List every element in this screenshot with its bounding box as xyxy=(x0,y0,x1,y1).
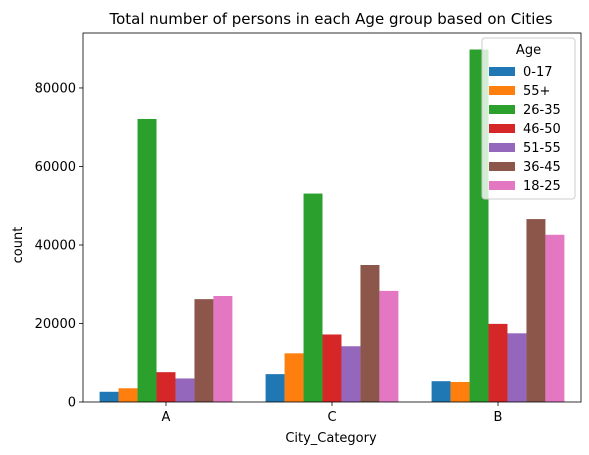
bar-A-0-17 xyxy=(99,391,119,402)
y-tick-label: 80000 xyxy=(35,81,76,96)
legend-swatch-46-50 xyxy=(489,124,515,133)
x-tick-label: C xyxy=(327,410,336,425)
y-tick-label: 20000 xyxy=(35,317,76,332)
bar-C-51-55 xyxy=(341,346,361,402)
legend-entry-46-50: 46-50 xyxy=(523,122,561,137)
x-tick-label: B xyxy=(494,410,503,425)
y-tick-label: 0 xyxy=(68,396,76,411)
bar-A-51-55 xyxy=(175,378,195,402)
y-tick-label: 60000 xyxy=(35,160,76,175)
bar-C-0-17 xyxy=(265,374,285,402)
legend-entry-55+: 55+ xyxy=(523,84,550,99)
legend-title: Age xyxy=(516,43,541,58)
legend-swatch-26-35 xyxy=(489,105,515,114)
bar-B-0-17 xyxy=(431,381,451,402)
y-axis-label: count xyxy=(11,227,26,264)
legend-swatch-55+ xyxy=(489,86,515,95)
legend: Age 0-17 55+ 26-35 46-50 51-55 36-45 18-25 xyxy=(481,37,576,200)
bar-A-55+ xyxy=(118,388,138,402)
legend-entry-36-45: 36-45 xyxy=(523,160,561,175)
legend-entry-0-17: 0-17 xyxy=(523,65,553,80)
x-axis-label: City_Category xyxy=(285,431,377,446)
y-tick-label: 40000 xyxy=(35,238,76,253)
bar-C-55+ xyxy=(284,353,304,402)
bars-group xyxy=(99,49,565,403)
bar-B-51-55 xyxy=(507,333,527,402)
x-tick-label: A xyxy=(162,410,171,425)
bar-A-46-50 xyxy=(156,372,176,402)
bar-B-18-25 xyxy=(545,234,565,402)
bar-B-46-50 xyxy=(488,323,508,402)
legend-swatch-51-55 xyxy=(489,143,515,152)
chart-title: Total number of persons in each Age grou… xyxy=(108,10,552,28)
bar-A-36-45 xyxy=(194,299,214,402)
legend-entry-26-35: 26-35 xyxy=(523,103,561,118)
bar-B-55+ xyxy=(450,381,470,402)
legend-box xyxy=(481,37,576,200)
legend-swatch-36-45 xyxy=(489,162,515,171)
legend-entry-51-55: 51-55 xyxy=(523,141,561,156)
bar-C-18-25 xyxy=(379,290,399,402)
legend-entry-18-25: 18-25 xyxy=(523,179,561,194)
bar-C-46-50 xyxy=(322,334,342,402)
bar-A-18-25 xyxy=(213,296,233,402)
legend-swatch-0-17 xyxy=(489,67,515,76)
bar-A-26-35 xyxy=(137,118,157,402)
legend-swatch-18-25 xyxy=(489,181,515,190)
axes-group: 0 20000 40000 60000 80000 A C B xyxy=(35,32,582,425)
bar-B-36-45 xyxy=(526,219,546,402)
bar-C-36-45 xyxy=(360,265,380,402)
bar-C-26-35 xyxy=(303,193,323,402)
